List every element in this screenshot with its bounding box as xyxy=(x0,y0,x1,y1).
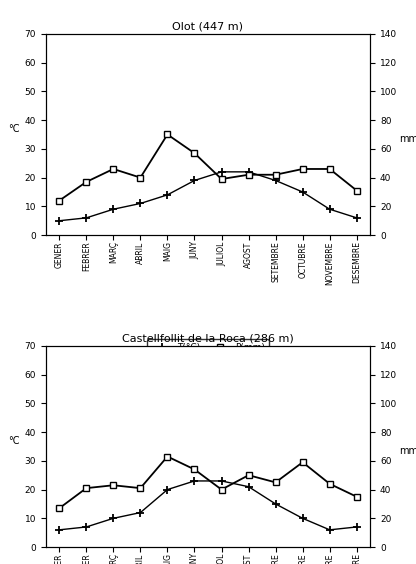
Y-axis label: °C: °C xyxy=(7,125,19,134)
Title: Olot (447 m): Olot (447 m) xyxy=(173,21,243,32)
Y-axis label: °C: °C xyxy=(7,437,19,447)
Legend: T(°C), P(mm): T(°C), P(mm) xyxy=(147,339,269,355)
Y-axis label: mm: mm xyxy=(399,447,416,456)
Title: Castellfollit de la Roca (286 m): Castellfollit de la Roca (286 m) xyxy=(122,334,294,343)
Y-axis label: mm: mm xyxy=(399,134,416,144)
